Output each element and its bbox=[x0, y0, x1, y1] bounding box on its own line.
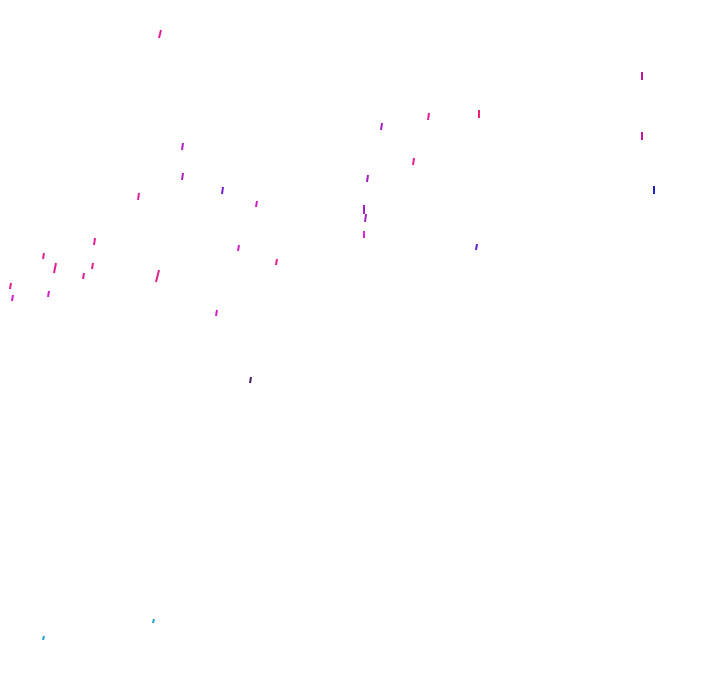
stroke bbox=[137, 192, 140, 201]
strokes bbox=[9, 29, 655, 641]
stroke bbox=[427, 112, 430, 121]
stroke bbox=[366, 174, 369, 183]
stroke bbox=[412, 157, 415, 166]
stroke bbox=[42, 252, 45, 260]
stroke bbox=[275, 258, 278, 266]
stroke bbox=[237, 244, 240, 252]
stroke bbox=[91, 262, 94, 270]
stroke bbox=[158, 29, 162, 39]
stroke bbox=[364, 213, 367, 223]
stroke bbox=[249, 376, 252, 384]
stroke bbox=[82, 272, 85, 280]
stroke bbox=[380, 122, 383, 131]
stroke bbox=[475, 243, 478, 251]
stroke bbox=[47, 290, 50, 298]
stroke bbox=[42, 635, 45, 641]
stroke bbox=[11, 294, 14, 302]
stroke bbox=[181, 172, 184, 181]
stroke bbox=[155, 269, 160, 283]
stroke bbox=[93, 237, 96, 246]
stroke bbox=[255, 200, 258, 208]
stroke bbox=[152, 618, 155, 624]
stroke bbox=[221, 186, 224, 195]
stroke bbox=[53, 262, 57, 274]
stroke bbox=[9, 282, 12, 290]
stroke bbox=[215, 309, 218, 317]
stroke bbox=[181, 142, 184, 151]
